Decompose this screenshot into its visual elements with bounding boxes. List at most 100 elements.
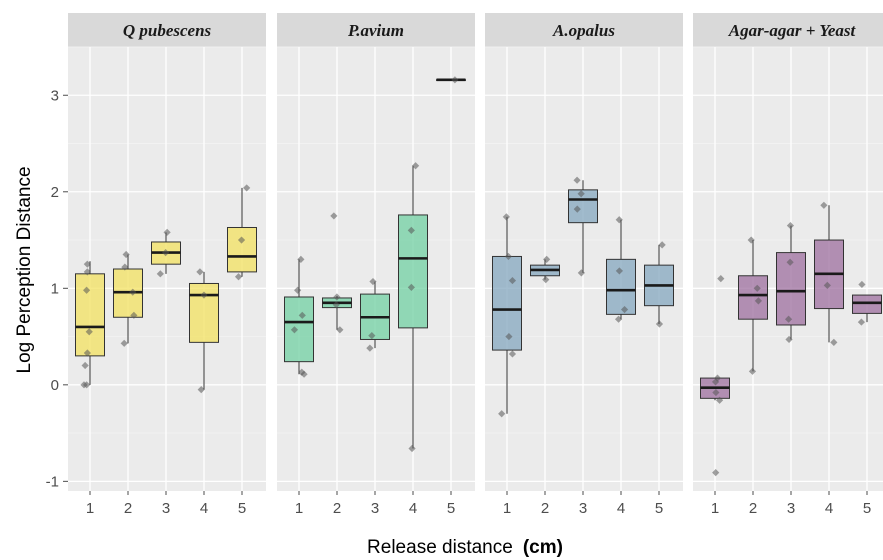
x-tick-label: 2 (749, 500, 757, 517)
data-point (542, 276, 550, 284)
data-point (81, 361, 89, 370)
facet-panels: Q pubescens 1 2 3 4 5 P.avium 1 2 3 4 5 A.opalus 1 2 3 4… (68, 13, 883, 517)
data-point (298, 311, 306, 319)
data-point (615, 216, 623, 224)
data-point (162, 248, 170, 257)
data-point (200, 291, 208, 299)
box (492, 255, 522, 351)
box (227, 226, 257, 273)
facet-panel: Agar-agar + Yeast 1 2 3 4 5 (693, 13, 883, 517)
data-point (573, 205, 581, 213)
x-tick-label: 2 (541, 500, 549, 517)
facet-strip (68, 13, 266, 47)
y-axis-title: Log Perception Distance (14, 166, 35, 373)
data-point (543, 255, 551, 263)
data-point (504, 252, 513, 261)
data-point (407, 226, 415, 234)
y-tick-label: -1 (46, 473, 59, 490)
data-point (130, 311, 138, 319)
data-point (753, 284, 761, 292)
data-point (234, 273, 243, 281)
facet-strip (277, 13, 475, 47)
x-tick-label: 3 (579, 500, 587, 517)
x-tick-label: 1 (711, 500, 719, 517)
data-point (712, 469, 720, 477)
x-tick-label: 4 (200, 500, 208, 517)
x-tick-label: 2 (124, 500, 132, 517)
data-point (508, 350, 517, 358)
data-point (297, 255, 305, 263)
facet-title: Q pubescens (123, 21, 212, 40)
data-point (577, 269, 585, 277)
data-point (196, 268, 204, 276)
x-tick-label: 4 (825, 500, 833, 517)
data-point (300, 370, 308, 378)
data-point (294, 286, 302, 294)
data-point (243, 184, 251, 192)
y-tick-label: 3 (51, 87, 59, 104)
box (606, 258, 636, 315)
data-point (336, 326, 344, 334)
data-point (655, 320, 664, 328)
data-point (748, 367, 757, 375)
data-point (858, 280, 866, 289)
x-tick-label: 3 (162, 500, 170, 517)
facet-title: P.avium (347, 21, 404, 40)
x-tick-label: 3 (787, 500, 795, 517)
box (852, 294, 882, 314)
x-tick-label: 1 (86, 500, 94, 517)
x-tick-label: 1 (503, 500, 511, 517)
data-point (122, 250, 130, 259)
facet-panel: Q pubescens 1 2 3 4 5 (68, 13, 266, 517)
data-point (407, 283, 415, 291)
x-tick-label: 3 (371, 500, 379, 517)
data-point (451, 76, 459, 84)
x-axis-title: Release distance (cm) (367, 537, 563, 558)
data-point (785, 335, 793, 344)
data-point (129, 288, 137, 296)
data-point (83, 260, 91, 268)
box (284, 296, 314, 363)
data-point (823, 281, 831, 290)
data-point (330, 212, 338, 220)
facet-title: Agar-agar + Yeast (728, 21, 857, 40)
data-point (502, 213, 510, 221)
data-point (712, 388, 720, 397)
data-point (197, 386, 205, 394)
data-point (298, 368, 306, 376)
x-tick-label: 5 (655, 500, 663, 517)
data-point (614, 315, 623, 323)
x-axis-title-text: Release distance (367, 537, 513, 558)
data-point (786, 258, 794, 266)
box (75, 273, 105, 357)
data-point (163, 228, 171, 236)
x-tick-label: 4 (409, 500, 417, 517)
data-point (505, 332, 513, 341)
box (738, 275, 768, 320)
data-point (290, 326, 299, 334)
data-point (120, 339, 128, 347)
data-point (408, 444, 416, 453)
data-point (717, 275, 725, 283)
data-point (620, 305, 629, 314)
facet-strip (485, 13, 683, 47)
y-tick-label: 1 (51, 280, 59, 297)
data-point (368, 332, 376, 340)
data-point (333, 293, 341, 301)
data-point (820, 201, 828, 209)
facet-panel: P.avium 1 2 3 4 5 (277, 13, 475, 517)
data-point (82, 286, 91, 294)
data-point (713, 374, 722, 382)
x-axis-title-unit: (cm) (523, 537, 563, 558)
data-point (121, 263, 129, 271)
data-point (369, 277, 377, 286)
data-point (615, 267, 623, 275)
data-point (156, 270, 164, 278)
data-point (83, 349, 91, 357)
data-point (786, 221, 795, 230)
x-tick-label: 5 (447, 500, 455, 517)
data-point (658, 241, 666, 249)
panel-background (277, 47, 475, 491)
x-tick-label: 2 (333, 500, 341, 517)
